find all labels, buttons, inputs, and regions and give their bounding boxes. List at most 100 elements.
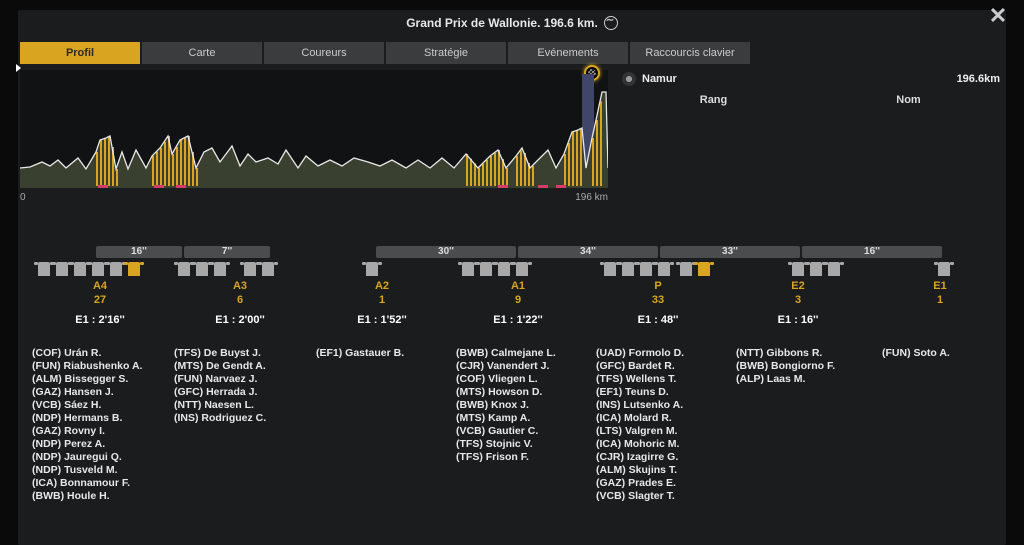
riders-column: (UAD) Formolo D.(GFC) Bardet R.(TFS) Wel… (596, 347, 684, 503)
rider: (VCB) Gautier C. (456, 425, 556, 438)
rider: (MTS) Howson D. (456, 386, 556, 399)
rider: (GAZ) Hansen J. (32, 386, 142, 399)
rider: (TFS) De Buyst J. (174, 347, 266, 360)
jersey-icon[interactable] (658, 262, 670, 276)
jersey-icon[interactable] (680, 262, 692, 276)
tab-stratégie[interactable]: Stratégie (386, 42, 506, 64)
jersey-icon[interactable] (214, 262, 226, 276)
rider: (UAD) Formolo D. (596, 347, 684, 360)
jersey-icon[interactable] (462, 262, 474, 276)
jersey-icon[interactable] (792, 262, 804, 276)
jersey-icon[interactable] (178, 262, 190, 276)
rider: (EF1) Teuns D. (596, 386, 684, 399)
jersey-icon[interactable] (128, 262, 140, 276)
tab-profil[interactable]: Profil (20, 42, 140, 64)
rider: (GFC) Herrada J. (174, 386, 266, 399)
groups-area: 16''7''30''34''33''16'' A427E1 : 2'16''A… (20, 245, 1004, 545)
rider: (TFS) Wellens T. (596, 373, 684, 386)
gap-bar: 7'' (184, 246, 270, 258)
rider: (TFS) Frison F. (456, 451, 556, 464)
rider: (INS) Lutsenko A. (596, 399, 684, 412)
tab-coureurs[interactable]: Coureurs (264, 42, 384, 64)
jersey-icon[interactable] (810, 262, 822, 276)
tab-raccourcis clavier[interactable]: Raccourcis clavier (630, 42, 750, 64)
rider: (ALM) Bissegger S. (32, 373, 142, 386)
rider: (GFC) Bardet R. (596, 360, 684, 373)
rider: (NTT) Gibbons R. (736, 347, 835, 360)
rider: (VCB) Sáez H. (32, 399, 142, 412)
jersey-icon[interactable] (366, 262, 378, 276)
jersey-icon[interactable] (56, 262, 68, 276)
gap-bar: 16'' (96, 246, 182, 258)
gap-bar: 16'' (802, 246, 942, 258)
gap-bars-row: 16''7''30''34''33''16'' (20, 245, 1004, 259)
rider: (MTS) Kamp A. (456, 412, 556, 425)
jersey-icon[interactable] (74, 262, 86, 276)
rider: (BWB) Bongiorno F. (736, 360, 835, 373)
close-button[interactable]: ✕ (984, 2, 1012, 30)
finish-info: Namur 196.6km Rang Nom (616, 70, 1006, 203)
axis-labels: 0 196 km (20, 192, 608, 203)
jersey-icon[interactable] (262, 262, 274, 276)
axis-start: 0 (20, 192, 26, 203)
riders-column: (EF1) Gastauer B. (316, 347, 404, 360)
jersey-icon[interactable] (622, 262, 634, 276)
rider: (BWB) Calmejane L. (456, 347, 556, 360)
rider: (LTS) Valgren M. (596, 425, 684, 438)
jersey-icon[interactable] (38, 262, 50, 276)
rider: (FUN) Soto A. (882, 347, 950, 360)
rider: (ALM) Skujins T. (596, 464, 684, 477)
race-panel: Grand Prix de Wallonie. 196.6 km. ✕ Prof… (18, 10, 1006, 545)
group-meta-row: A427E1 : 2'16''A36E1 : 2'00''A21E1 : 1'5… (20, 279, 1004, 341)
riders-column: (BWB) Calmejane L.(CJR) Vanendert J.(COF… (456, 347, 556, 464)
jersey-icon[interactable] (92, 262, 104, 276)
rider: (VCB) Slagter T. (596, 490, 684, 503)
jersey-icon[interactable] (604, 262, 616, 276)
rider: (NDP) Perez A. (32, 438, 142, 451)
jersey-icon[interactable] (640, 262, 652, 276)
jersey-icon[interactable] (196, 262, 208, 276)
rider: (TFS) Stojnic V. (456, 438, 556, 451)
tab-carte[interactable]: Carte (142, 42, 262, 64)
jerseys-row (20, 261, 1004, 279)
col-name: Nom (811, 94, 1006, 106)
gap-bar: 34'' (518, 246, 658, 258)
group-meta: E11 (878, 279, 1002, 313)
rider: (MTS) De Gendt A. (174, 360, 266, 373)
rider: (ICA) Mohoric M. (596, 438, 684, 451)
group-meta: A36E1 : 2'00'' (178, 279, 302, 327)
gap-bar: 30'' (376, 246, 516, 258)
axis-end: 196 km (575, 192, 608, 203)
rider: (GAZ) Rovny I. (32, 425, 142, 438)
rider: (CJR) Vanendert J. (456, 360, 556, 373)
rider: (NDP) Jauregui Q. (32, 451, 142, 464)
jersey-icon[interactable] (244, 262, 256, 276)
riders-column: (NTT) Gibbons R.(BWB) Bongiorno F.(ALP) … (736, 347, 835, 386)
rider: (NDP) Tusveld M. (32, 464, 142, 477)
finish-city: Namur (642, 73, 677, 85)
riders-column: (TFS) De Buyst J.(MTS) De Gendt A.(FUN) … (174, 347, 266, 425)
rider: (NTT) Naesen L. (174, 399, 266, 412)
col-rank: Rang (616, 94, 811, 106)
jersey-icon[interactable] (938, 262, 950, 276)
jersey-icon[interactable] (516, 262, 528, 276)
rider: (ALP) Laas M. (736, 373, 835, 386)
jersey-icon[interactable] (498, 262, 510, 276)
rider: (INS) Rodriguez C. (174, 412, 266, 425)
group-meta: E23E1 : 16'' (736, 279, 860, 327)
rider: (COF) Vliegen L. (456, 373, 556, 386)
rider: (FUN) Riabushenko A. (32, 360, 142, 373)
gap-bar: 33'' (660, 246, 800, 258)
jersey-icon[interactable] (828, 262, 840, 276)
jersey-icon[interactable] (480, 262, 492, 276)
profile-area: 0 196 km (18, 70, 610, 203)
race-title: Grand Prix de Wallonie. 196.6 km. (406, 16, 598, 30)
rider: (COF) Urán R. (32, 347, 142, 360)
jersey-icon[interactable] (698, 262, 710, 276)
group-meta: P33E1 : 48'' (596, 279, 720, 327)
elevation-profile[interactable] (20, 70, 608, 188)
rider: (GAZ) Prades E. (596, 477, 684, 490)
city-icon (622, 72, 636, 86)
tab-evénements[interactable]: Evénements (508, 42, 628, 64)
jersey-icon[interactable] (110, 262, 122, 276)
